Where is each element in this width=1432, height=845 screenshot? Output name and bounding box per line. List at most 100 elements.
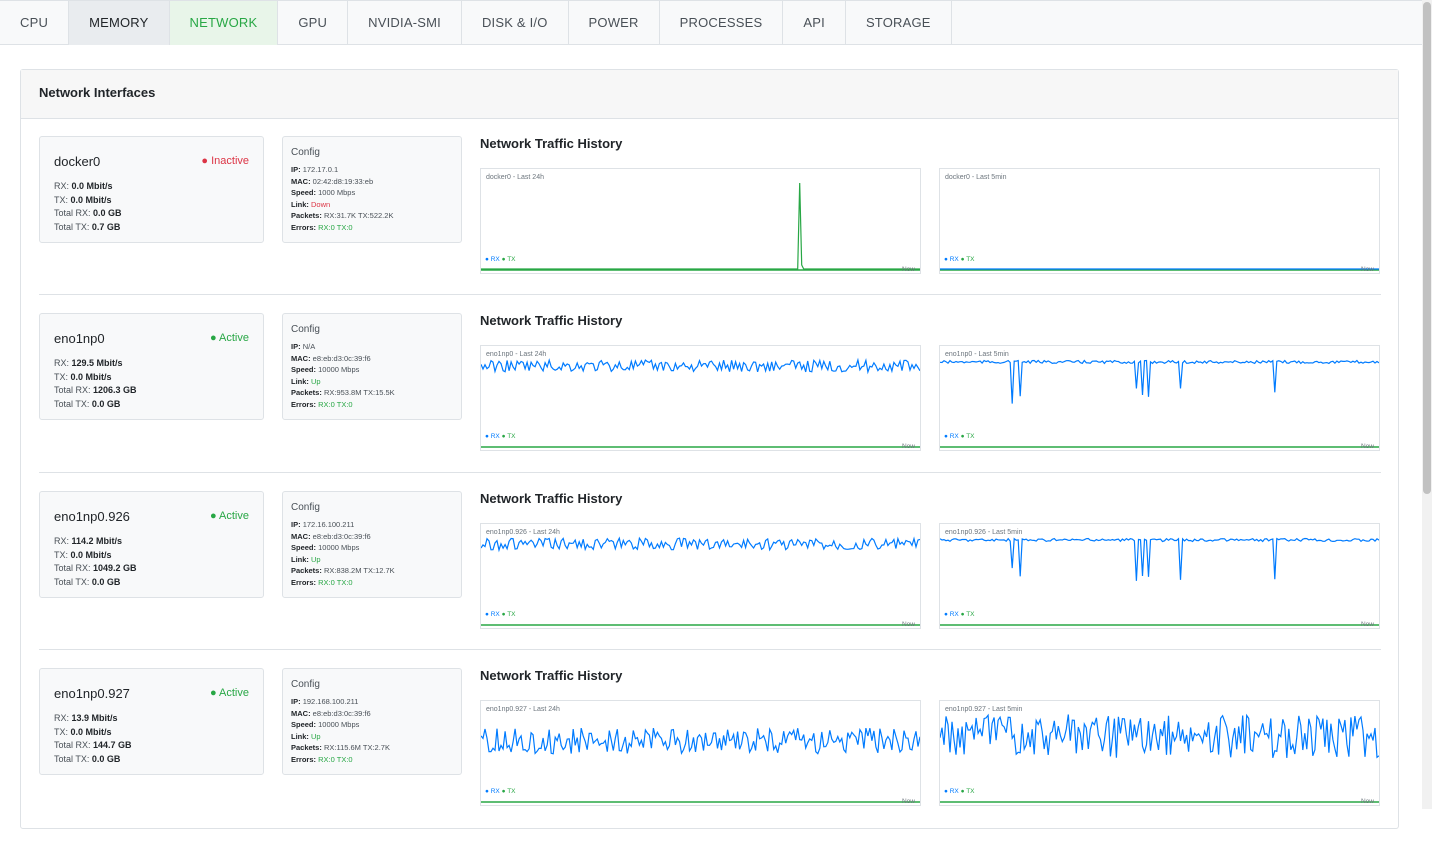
errors-label: Errors: <box>291 754 317 764</box>
x-axis-now-label: Now <box>1360 798 1374 805</box>
ip-value: 172.17.0.1 <box>302 165 339 174</box>
link-label: Link: <box>291 376 309 386</box>
panel-title: Network Interfaces <box>21 70 1398 119</box>
tab-processes[interactable]: PROCESSES <box>660 1 784 45</box>
rx-series-line <box>481 726 920 756</box>
rx-rate: 13.9 Mbit/s <box>71 713 118 723</box>
chart-title: eno1np0 - Last 5min <box>945 351 1009 358</box>
chart-legend: ● RX ● TX <box>485 256 516 263</box>
traffic-history-title: Network Traffic History <box>480 491 623 506</box>
config-details: IP: 192.168.100.211 MAC: e8:eb:d3:0c:39:f… <box>291 696 390 765</box>
tx-label: TX: <box>54 549 69 560</box>
rx-series-line <box>481 536 920 553</box>
legend-rx: ● RX <box>485 256 500 263</box>
chart-last-5min: eno1np0 - Last 5min ● RX ● TX Now <box>939 345 1380 451</box>
chart-title: eno1np0 - Last 24h <box>486 351 547 358</box>
chart-last-24h: docker0 - Last 24h ● RX ● TX Now <box>480 168 921 274</box>
tx-rate: 0.0 Mbit/s <box>70 194 112 205</box>
tab-nvidia-smi[interactable]: NVIDIA-SMI <box>348 1 462 45</box>
interface-row: eno1np0 ● Active RX: 129.5 Mbit/s TX: 0.0 M… <box>39 313 1381 490</box>
chart-legend: ● RX ● TX <box>944 256 975 263</box>
legend-tx: ● TX <box>960 611 975 618</box>
ip-label: IP: <box>291 520 301 529</box>
total-rx-label: Total RX: <box>54 385 91 395</box>
chart-last-24h: eno1np0.926 - Last 24h ● RX ● TX Now <box>480 523 921 629</box>
chart-title: eno1np0.926 - Last 5min <box>945 529 1023 536</box>
tab-memory[interactable]: MEMORY <box>69 1 170 45</box>
packets-label: Packets: <box>291 388 322 397</box>
ip-value: N/A <box>302 342 316 351</box>
chart-svg-5min <box>940 359 1379 448</box>
row-divider <box>39 472 1381 473</box>
mac-value: 02:42:d8:19:33:eb <box>312 176 374 186</box>
chart-legend: ● RX ● TX <box>944 611 975 618</box>
legend-tx: ● TX <box>960 256 975 263</box>
chart-title: docker0 - Last 24h <box>486 174 544 181</box>
config-card: Config IP: 172.16.100.211 MAC: e8:eb:d3:0c… <box>282 491 462 598</box>
total-rx-label: Total RX: <box>54 740 91 750</box>
mac-label: MAC: <box>291 708 311 718</box>
chart-svg-24h <box>481 357 920 448</box>
tab-cpu[interactable]: CPU <box>0 1 70 45</box>
chart-last-5min: docker0 - Last 5min ● RX ● TX Now <box>939 168 1380 274</box>
total-tx-label: Total TX: <box>54 753 90 764</box>
rx-series-line <box>481 182 920 270</box>
link-value: Up <box>311 376 321 386</box>
config-title: Config <box>291 147 320 158</box>
x-axis-now-label: Now <box>901 443 915 450</box>
config-card: Config IP: N/A MAC: e8:eb:d3:0c:39:f6 Speed… <box>282 313 462 420</box>
config-title: Config <box>291 502 320 513</box>
total-rx-label: Total RX: <box>54 563 91 573</box>
interface-name: eno1np0.927 <box>54 686 130 701</box>
scrollbar-track[interactable] <box>1422 0 1432 809</box>
config-title: Config <box>291 324 320 335</box>
packets-label: Packets: <box>291 211 322 220</box>
tx-rate: 0.0 Mbit/s <box>70 549 112 560</box>
packets-value: RX:115.6M TX:2.7K <box>323 743 390 752</box>
tab-power[interactable]: POWER <box>569 1 660 45</box>
link-value: Down <box>311 199 331 209</box>
chart-title: docker0 - Last 5min <box>945 174 1007 181</box>
legend-rx: ● RX <box>485 611 500 618</box>
total-tx: 0.7 GB <box>91 221 121 232</box>
chart-svg-24h <box>481 536 920 626</box>
tab-gpu[interactable]: GPU <box>278 1 349 45</box>
legend-rx: ● RX <box>944 788 959 795</box>
speed-value: 10000 Mbps <box>318 365 360 374</box>
tab-disk-io[interactable]: DISK & I/O <box>462 1 569 45</box>
rx-series-line <box>940 713 1379 759</box>
chart-legend: ● RX ● TX <box>485 788 516 795</box>
tx-label: TX: <box>54 194 69 205</box>
rx-rate: 114.2 Mbit/s <box>71 536 123 546</box>
legend-rx: ● RX <box>485 433 500 440</box>
chart-legend: ● RX ● TX <box>944 433 975 440</box>
interface-row: docker0 ● Inactive RX: 0.0 Mbit/s TX: 0.0 M… <box>39 136 1381 313</box>
scrollbar-thumb[interactable] <box>1423 2 1431 494</box>
tx-label: TX: <box>54 726 69 737</box>
ip-label: IP: <box>291 697 301 706</box>
ip-value: 192.168.100.211 <box>302 697 359 706</box>
chart-title: eno1np0.927 - Last 24h <box>486 706 560 713</box>
total-tx: 0.0 GB <box>91 753 121 764</box>
packets-value: RX:838.2M TX:12.7K <box>323 566 395 575</box>
rx-rate: 0.0 Mbit/s <box>71 181 113 191</box>
status-badge: ● Active <box>209 687 249 699</box>
interface-row: eno1np0.926 ● Active RX: 114.2 Mbit/s TX: 0… <box>39 491 1381 668</box>
legend-rx: ● RX <box>944 611 959 618</box>
ip-label: IP: <box>291 165 301 174</box>
x-axis-now-label: Now <box>901 621 915 628</box>
chart-legend: ● RX ● TX <box>485 611 516 618</box>
status-badge: ● Active <box>209 332 249 344</box>
config-details: IP: 172.17.0.1 MAC: 02:42:d8:19:33:eb Spee… <box>291 164 393 233</box>
chart-svg-24h <box>481 182 920 271</box>
mac-value: e8:eb:d3:0c:39:f6 <box>312 708 371 718</box>
speed-value: 1000 Mbps <box>318 188 356 197</box>
legend-tx: ● TX <box>960 433 975 440</box>
interface-name: docker0 <box>54 154 101 169</box>
packets-label: Packets: <box>291 566 322 575</box>
row-divider <box>39 649 1381 650</box>
tab-storage[interactable]: STORAGE <box>846 1 952 45</box>
tab-network[interactable]: NETWORK <box>169 1 279 45</box>
interface-stats: RX: 114.2 Mbit/s TX: 0.0 Mbit/s Total RX: … <box>54 535 137 589</box>
tab-api[interactable]: API <box>783 1 846 45</box>
